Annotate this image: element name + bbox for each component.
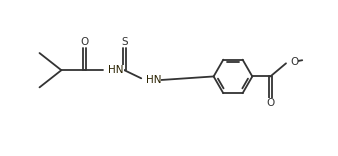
Text: HN: HN [146, 75, 161, 85]
Text: HN: HN [108, 65, 124, 75]
Text: O: O [266, 98, 274, 108]
Text: O: O [81, 37, 89, 47]
Text: S: S [121, 37, 128, 47]
Text: O: O [290, 57, 298, 67]
